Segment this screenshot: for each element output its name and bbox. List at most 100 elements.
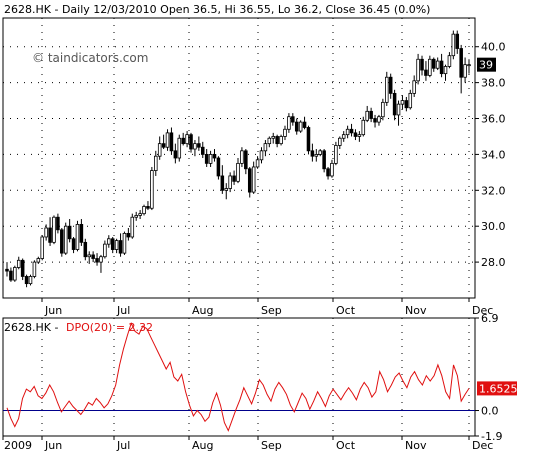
candle-body	[216, 157, 221, 177]
price-x-tick-label: Dec	[472, 304, 493, 317]
price-x-tick-label: Aug	[192, 304, 213, 317]
price-y-tick-label: 40.0	[481, 41, 506, 54]
candle-body	[169, 132, 174, 152]
candle-body	[287, 116, 291, 130]
candle-body	[400, 100, 405, 105]
candle-body	[177, 137, 182, 159]
price-y-tick-label: 34.0	[481, 148, 506, 161]
price-plot-frame	[2, 17, 476, 299]
candle-body	[322, 150, 326, 170]
price-x-tick-label: Oct	[336, 304, 356, 317]
price-y-tick-label: 38.0	[481, 77, 506, 90]
candle-body	[318, 150, 322, 155]
candle-body	[244, 150, 248, 170]
candle-body	[439, 60, 444, 75]
candle-body	[56, 216, 60, 231]
candle-body	[9, 270, 13, 281]
last-price-marker: 39	[477, 57, 496, 72]
price-x-tick-label: Sep	[261, 304, 282, 317]
price-chart-header: 2628.HK - Daily 12/03/2010 Open 36.5, Hi…	[4, 3, 430, 16]
candle-body	[185, 134, 189, 145]
candle-body	[126, 232, 131, 238]
candle-body	[279, 136, 283, 145]
candle-body	[361, 119, 366, 136]
candle-body	[275, 136, 279, 145]
candle-body	[157, 143, 162, 157]
candle-body	[294, 121, 299, 132]
candle-body	[189, 134, 193, 150]
indicator-x-tick-label: Jul	[116, 439, 130, 452]
indicator-x-tick-label: Dec	[472, 439, 493, 452]
candle-body	[193, 143, 197, 150]
last-price-label: 39	[479, 59, 493, 72]
candle-body	[428, 58, 432, 76]
candle-body	[302, 121, 307, 128]
candle-body	[396, 103, 401, 116]
candle-body	[24, 276, 29, 285]
candle-body	[345, 128, 350, 136]
candle-body	[181, 137, 185, 145]
price-y-tick-label: 32.0	[481, 184, 506, 197]
candle-body	[381, 101, 385, 118]
candle-body	[447, 55, 452, 67]
candle-body	[220, 175, 225, 191]
candle-body	[467, 64, 471, 67]
candle-body	[310, 150, 315, 157]
candle-body	[161, 143, 166, 148]
candle-body	[408, 92, 413, 109]
candle-body	[146, 206, 150, 209]
candle-body	[208, 154, 213, 164]
candle-body	[263, 143, 268, 152]
price-y-tick-label: 30.0	[481, 220, 506, 233]
candle-body	[67, 225, 72, 240]
candle-body	[455, 33, 460, 49]
candle-body	[28, 276, 33, 285]
candle-body	[271, 136, 276, 139]
indicator-x-tick-label: Nov	[405, 439, 427, 452]
candle-body	[224, 188, 229, 191]
candle-body	[173, 150, 178, 159]
indicator-x-tick-label: Oct	[336, 439, 356, 452]
candle-body	[114, 240, 119, 250]
candle-body	[326, 168, 330, 177]
candle-body	[99, 256, 103, 263]
candle-body	[130, 216, 135, 238]
candle-body	[349, 128, 354, 134]
price-x-tick-label: Jul	[116, 304, 130, 317]
indicator-x-tick-label: 2009	[4, 439, 32, 452]
candle-body	[255, 159, 260, 168]
candle-body	[83, 241, 88, 258]
candle-body	[388, 76, 393, 94]
candle-body	[338, 137, 342, 146]
candle-body	[150, 170, 154, 209]
candle-body	[232, 175, 236, 182]
candle-body	[341, 134, 346, 139]
candle-body	[251, 166, 256, 193]
candle-body	[298, 121, 303, 132]
candle-body	[357, 134, 362, 137]
candle-body	[420, 58, 424, 71]
candle-body	[20, 259, 25, 277]
candle-body	[138, 213, 142, 216]
candle-body	[40, 236, 45, 259]
candle-body	[267, 137, 272, 145]
candle-body	[87, 254, 91, 258]
candle-body	[451, 33, 456, 57]
candle-body	[5, 268, 9, 272]
indicator-y-tick-label: -1.9	[481, 430, 502, 443]
candle-body	[369, 110, 373, 119]
indicator-plot-frame	[2, 317, 476, 437]
candle-body	[412, 80, 416, 94]
price-x-tick-label: Jun	[44, 304, 62, 317]
candle-body	[334, 145, 338, 164]
candle-body	[373, 118, 377, 123]
candle-body	[118, 240, 123, 254]
candle-body	[377, 116, 381, 123]
candle-body	[107, 238, 111, 245]
candle-body	[134, 215, 138, 218]
candle-body	[32, 261, 37, 277]
indicator-y-tick-label: 6.9	[481, 312, 499, 325]
watermark: © taindicators.com	[32, 51, 148, 65]
candle-body	[91, 254, 95, 259]
